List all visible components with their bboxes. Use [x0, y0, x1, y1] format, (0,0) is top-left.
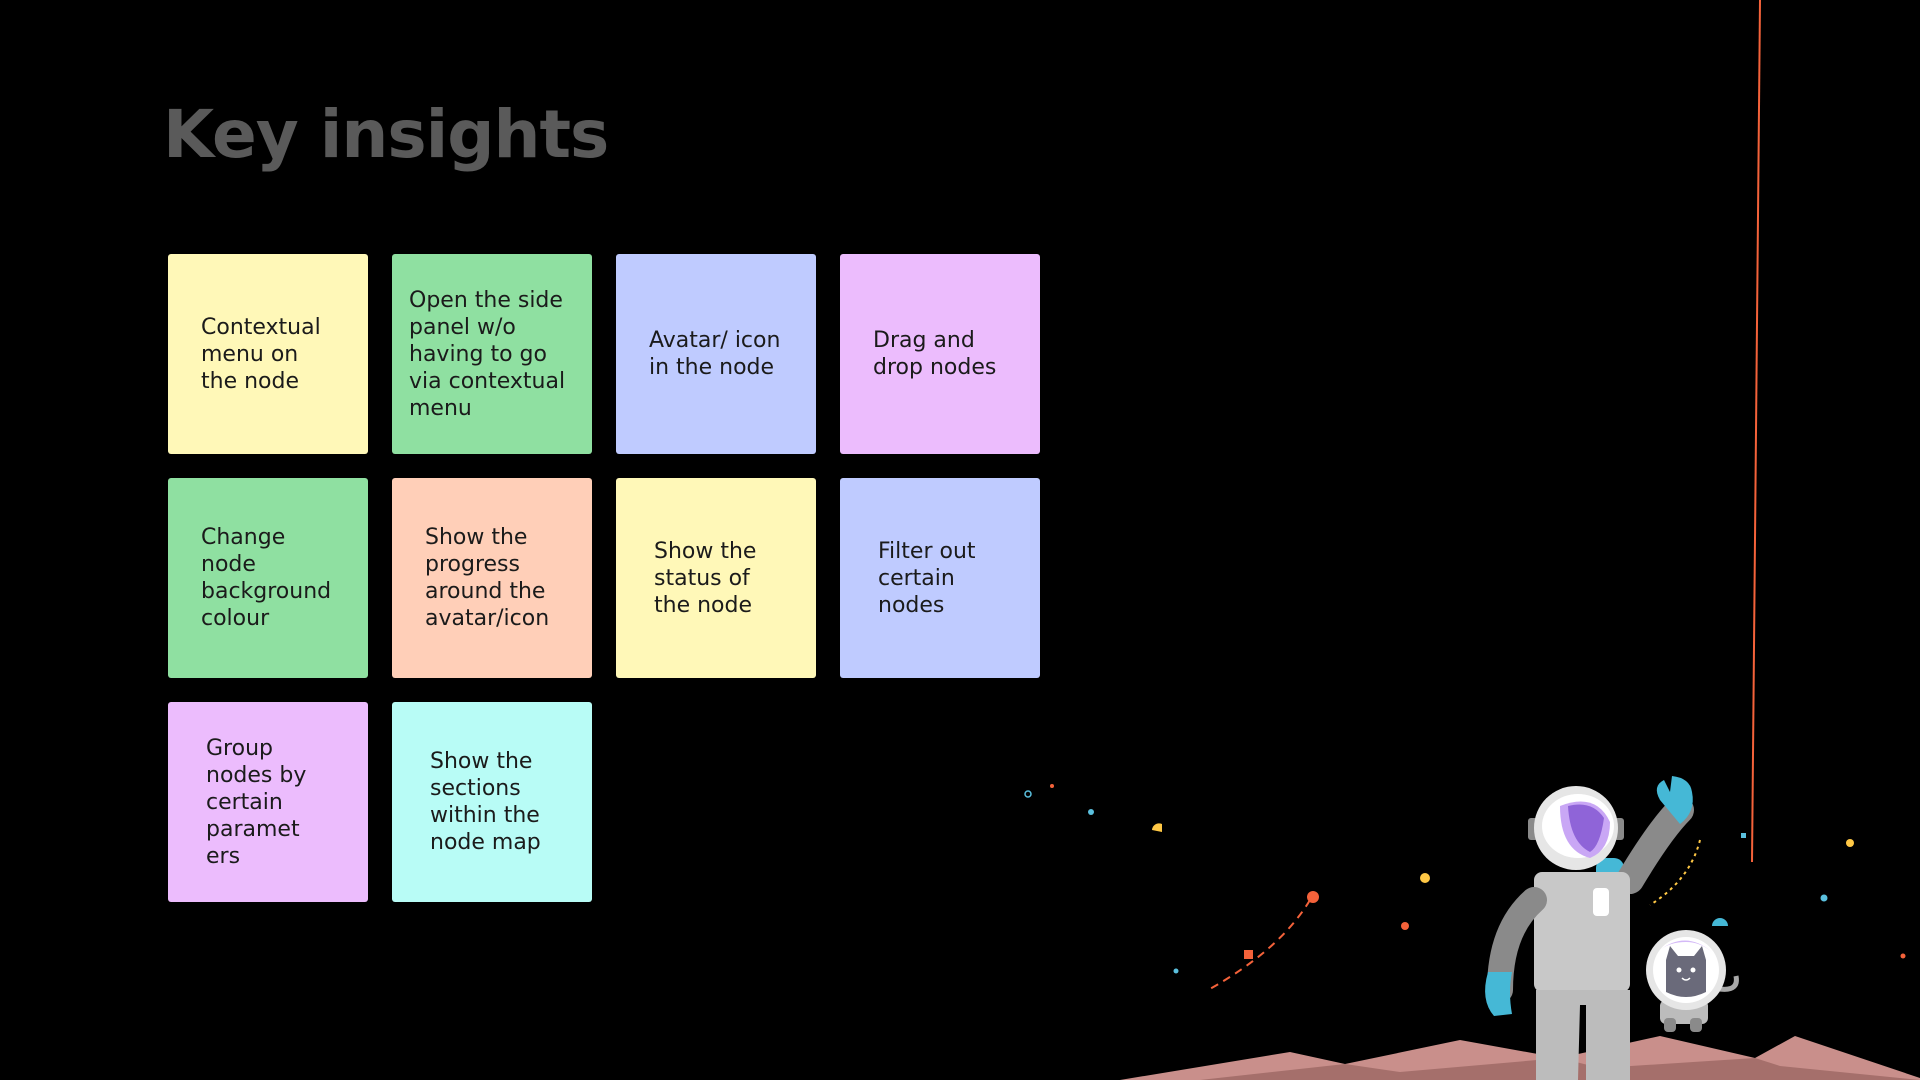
space-particles-icon [1024, 0, 1906, 991]
sticky-note[interactable]: Show the sections within the node map [392, 702, 592, 902]
cat-astronaut-icon [1646, 918, 1739, 1032]
note-text: Contextual menu on the node [201, 314, 321, 394]
sticky-note[interactable]: Avatar/ icon in the node [616, 254, 816, 454]
note-text: Show the progress around the avatar/icon [425, 525, 550, 631]
sticky-note[interactable]: Group nodes by certain paramet ers [168, 702, 368, 902]
sticky-note[interactable]: Drag and drop nodes [840, 254, 1040, 454]
astronaut-icon [1485, 776, 1694, 1080]
note-text: Change node background colour [201, 525, 332, 631]
note-text: Open the side panel w/o having to go via… [409, 287, 566, 421]
page-title: Key insights [163, 96, 609, 173]
note-text: Show the sections within the node map [430, 749, 541, 855]
sticky-note[interactable]: Open the side panel w/o having to go via… [392, 254, 592, 454]
note-text: Show the status of the node [654, 538, 757, 618]
note-text: Avatar/ icon in the node [649, 328, 781, 380]
sticky-note[interactable]: Show the progress around the avatar/icon [392, 478, 592, 678]
note-text: Drag and drop nodes [873, 328, 997, 380]
note-text: Group nodes by certain paramet ers [206, 735, 307, 869]
sticky-note[interactable]: Filter out certain nodes [840, 478, 1040, 678]
planet-surface-icon [1120, 1036, 1920, 1080]
sticky-note[interactable]: Show the status of the node [616, 478, 816, 678]
sticky-note[interactable]: Contextual menu on the node [168, 254, 368, 454]
sticky-note[interactable]: Change node background colour [168, 478, 368, 678]
note-text: Filter out certain nodes [878, 538, 976, 618]
